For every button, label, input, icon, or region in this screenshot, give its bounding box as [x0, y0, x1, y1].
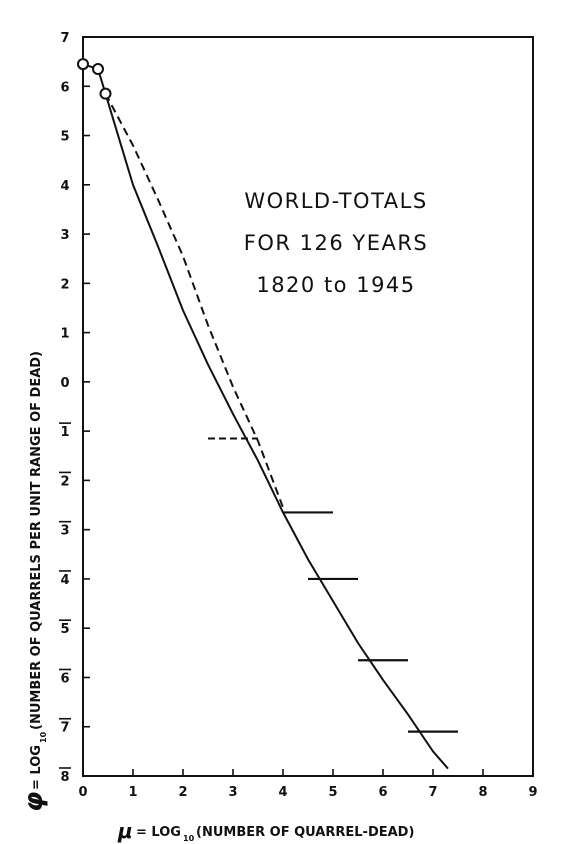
title-line: FOR 126 YEARS: [244, 231, 429, 255]
x-axis-symbol: μ: [117, 819, 133, 843]
x-tick-label: 5: [328, 785, 337, 800]
y-tick-label: 2: [60, 277, 69, 292]
y-tick-label: 6: [60, 80, 69, 95]
y-tick-label: 7: [60, 31, 69, 46]
data-point: [77, 58, 89, 71]
x-axis-sub: 10: [183, 834, 195, 843]
x-axis-paren: (NUMBER OF QUARREL-DEAD): [196, 825, 414, 840]
chart-title: WORLD-TOTALS FOR 126 YEARS 1820 to 1945: [244, 189, 429, 297]
y-tick-label: 7: [60, 721, 69, 736]
x-axis-eq: = LOG: [136, 825, 181, 840]
y-tick-label: 3: [60, 228, 69, 243]
x-axis-label: μ = LOG 10 (NUMBER OF QUARREL-DEAD): [117, 819, 414, 843]
x-tick-label: 0: [78, 785, 87, 800]
dashed-curve: [104, 93, 284, 508]
x-tick-label: 9: [528, 785, 537, 800]
y-tick-label: 0: [60, 376, 69, 391]
y-axis-label: φ = LOG 10 (NUMBER OF QUARRELS PER UNIT …: [19, 351, 49, 812]
x-tick-label: 8: [478, 785, 487, 800]
data-point: [92, 63, 104, 76]
y-tick-label: 8: [60, 770, 69, 785]
y-tick-label: 1: [60, 425, 69, 440]
title-line: 1820 to 1945: [256, 273, 415, 297]
ticks: 0 1 2 3 4 5 6 7 8 9 7 6 5 4 3 2 1 0 1 2 3 4 5 6 7 8: [59, 31, 538, 800]
y-tick-label: 5: [60, 622, 69, 637]
x-tick-label: 6: [378, 785, 387, 800]
x-tick-label: 1: [128, 785, 137, 800]
y-tick-label: 4: [60, 179, 69, 194]
plot-frame: [82, 36, 534, 777]
y-tick-label: 3: [60, 524, 69, 539]
y-axis-sub: 10: [39, 731, 48, 743]
y-axis-paren: (NUMBER OF QUARRELS PER UNIT RANGE OF DE…: [29, 351, 44, 730]
x-tick-label: 2: [178, 785, 187, 800]
series: [77, 58, 458, 770]
solid-curve: [82, 63, 449, 770]
y-tick-label: 4: [60, 573, 69, 588]
x-tick-label: 4: [278, 785, 287, 800]
x-tick-label: 7: [428, 785, 437, 800]
y-tick-label: 5: [60, 130, 69, 145]
title-line: WORLD-TOTALS: [244, 189, 427, 213]
y-axis-eq: = LOG: [29, 745, 44, 790]
y-tick-label: 6: [60, 671, 69, 686]
plot-border: [82, 36, 534, 777]
y-tick-label: 1: [60, 327, 69, 342]
y-tick-label: 2: [60, 474, 69, 489]
data-point: [99, 87, 112, 100]
y-axis-symbol: φ: [19, 792, 49, 812]
x-tick-label: 3: [228, 785, 237, 800]
